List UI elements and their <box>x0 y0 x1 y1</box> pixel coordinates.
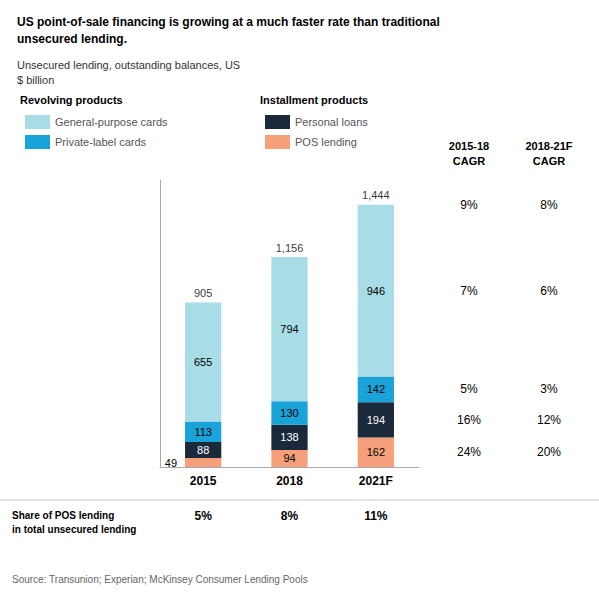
svg-text:2018-21F: 2018-21F <box>525 140 572 152</box>
svg-text:655: 655 <box>194 356 212 368</box>
svg-text:113: 113 <box>194 426 212 438</box>
svg-text:CAGR: CAGR <box>453 155 485 167</box>
svg-text:1,156: 1,156 <box>276 242 304 254</box>
svg-text:2015: 2015 <box>190 474 217 488</box>
svg-text:General-purpose cards: General-purpose cards <box>55 116 168 128</box>
svg-text:5%: 5% <box>460 382 478 396</box>
svg-text:unsecured lending.: unsecured lending. <box>17 32 127 46</box>
svg-text:138: 138 <box>280 431 298 443</box>
svg-text:POS lending: POS lending <box>295 136 357 148</box>
svg-text:6%: 6% <box>540 284 558 298</box>
svg-text:946: 946 <box>367 285 385 297</box>
svg-text:142: 142 <box>367 383 385 395</box>
svg-text:Unsecured lending, outstanding: Unsecured lending, outstanding balances,… <box>17 59 240 71</box>
svg-text:16%: 16% <box>457 413 481 427</box>
svg-text:Revolving products: Revolving products <box>20 94 123 106</box>
svg-text:130: 130 <box>280 407 298 419</box>
svg-text:2021F: 2021F <box>359 474 393 488</box>
svg-text:8%: 8% <box>281 509 299 523</box>
svg-text:88: 88 <box>197 444 209 456</box>
svg-text:11%: 11% <box>364 509 388 523</box>
svg-text:US point-of-sale financing is: US point-of-sale financing is growing at… <box>17 15 440 29</box>
svg-text:CAGR: CAGR <box>533 155 565 167</box>
svg-text:94: 94 <box>283 452 295 464</box>
svg-text:49: 49 <box>165 457 177 469</box>
svg-text:2018: 2018 <box>276 474 303 488</box>
svg-text:1,444: 1,444 <box>362 189 390 201</box>
svg-text:162: 162 <box>367 446 385 458</box>
svg-text:Installment products: Installment products <box>260 94 368 106</box>
svg-text:$ billion: $ billion <box>17 74 54 86</box>
svg-text:Private-label cards: Private-label cards <box>55 136 147 148</box>
svg-text:Personal loans: Personal loans <box>295 116 368 128</box>
svg-text:7%: 7% <box>460 284 478 298</box>
svg-text:2015-18: 2015-18 <box>449 140 489 152</box>
svg-text:in total unsecured lending: in total unsecured lending <box>12 524 136 535</box>
svg-text:20%: 20% <box>537 445 561 459</box>
svg-text:194: 194 <box>367 414 385 426</box>
svg-text:3%: 3% <box>540 382 558 396</box>
svg-text:Source: Transunion; Experian;: Source: Transunion; Experian; McKinsey C… <box>12 574 308 585</box>
svg-text:5%: 5% <box>194 509 212 523</box>
svg-text:12%: 12% <box>537 413 561 427</box>
svg-text:905: 905 <box>194 287 212 299</box>
svg-text:24%: 24% <box>457 445 481 459</box>
svg-text:794: 794 <box>280 323 298 335</box>
svg-text:8%: 8% <box>540 198 558 212</box>
svg-text:Share of POS lending: Share of POS lending <box>12 510 114 521</box>
svg-text:9%: 9% <box>460 198 478 212</box>
